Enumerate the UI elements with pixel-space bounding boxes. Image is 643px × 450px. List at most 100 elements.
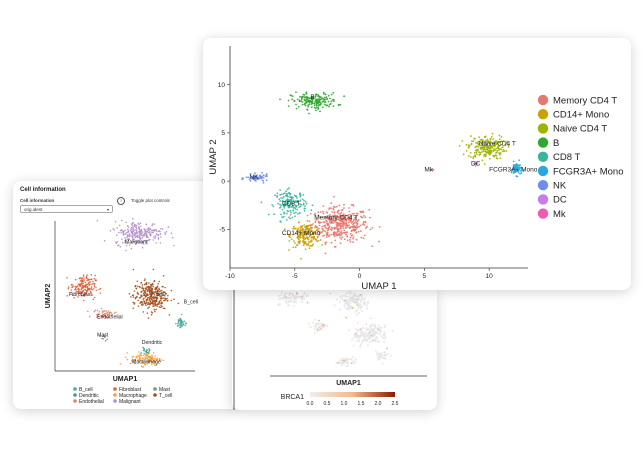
data-point [74, 289, 76, 291]
help-icon[interactable]: ? [117, 197, 125, 205]
data-point [332, 209, 335, 211]
chevron-down-icon: ▾ [106, 207, 109, 212]
data-point [179, 323, 181, 326]
y-tick-label: 10 [218, 82, 226, 89]
data-point [147, 303, 149, 306]
data-point [167, 226, 170, 228]
data-point [135, 227, 138, 230]
data-point [477, 146, 480, 148]
data-point [138, 240, 141, 242]
data-point [347, 291, 350, 294]
data-point [288, 292, 291, 295]
data-point [293, 295, 296, 298]
data-point [136, 285, 139, 288]
data-point [137, 242, 140, 244]
data-point [285, 297, 288, 300]
data-point [514, 170, 516, 173]
data-point [302, 203, 305, 206]
data-point [384, 335, 387, 338]
data-point [322, 210, 324, 213]
data-point [384, 324, 387, 327]
data-point [366, 302, 369, 305]
data-point [84, 288, 86, 291]
data-point [346, 235, 349, 237]
data-point [486, 138, 489, 141]
data-point [308, 103, 311, 106]
data-point [347, 307, 350, 310]
data-point [147, 236, 149, 239]
data-point [126, 225, 129, 227]
data-point [147, 360, 149, 362]
data-point [100, 314, 102, 317]
panel-title: Cell information [20, 187, 66, 193]
data-point [306, 236, 308, 238]
data-point [317, 94, 320, 97]
data-point [344, 361, 347, 364]
data-point [137, 241, 139, 243]
data-point [333, 231, 336, 234]
data-point [175, 322, 177, 325]
data-point [94, 279, 96, 281]
data-point [134, 297, 137, 300]
data-point [86, 289, 88, 292]
data-point [276, 195, 278, 197]
data-point [149, 227, 151, 230]
data-point [112, 228, 114, 230]
data-point [343, 294, 346, 297]
legend-entry: Memory CD4 T [553, 95, 617, 106]
data-point [151, 293, 154, 295]
data-point [137, 222, 139, 225]
data-point [106, 338, 108, 341]
data-point [148, 348, 150, 350]
data-point [147, 286, 149, 289]
data-point [352, 236, 355, 238]
data-point [493, 155, 495, 158]
data-point [329, 102, 332, 105]
data-point [143, 352, 145, 355]
data-point [320, 231, 323, 234]
data-point [296, 98, 299, 101]
data-point [379, 333, 381, 336]
toggle-plot-controls-button[interactable]: Toggle plot controls [131, 198, 170, 203]
data-point [488, 145, 491, 147]
data-point [119, 246, 122, 248]
data-point [153, 291, 156, 293]
data-point [312, 96, 314, 98]
data-point [149, 356, 152, 359]
data-point [150, 293, 152, 295]
data-point [279, 193, 281, 196]
data-point [356, 336, 359, 339]
data-point [364, 335, 367, 338]
data-point [315, 106, 318, 109]
data-point [347, 303, 350, 306]
data-point [503, 150, 506, 153]
cluster-label: B [310, 94, 314, 101]
data-point [313, 106, 316, 109]
data-point [352, 241, 354, 244]
data-point [470, 156, 472, 158]
data-point [494, 154, 497, 157]
data-point [146, 230, 149, 233]
data-point [154, 294, 156, 296]
data-point [290, 201, 293, 203]
data-point [352, 299, 355, 302]
data-point [281, 197, 284, 199]
data-point [261, 171, 263, 174]
data-point [307, 238, 310, 241]
data-point [355, 212, 358, 215]
data-point [150, 356, 153, 359]
cell-info-select[interactable]: orig.ident ▾ [20, 205, 113, 213]
data-point [304, 292, 306, 295]
data-point [105, 310, 107, 312]
data-point [337, 222, 339, 225]
data-point [279, 189, 281, 191]
data-point [289, 236, 292, 239]
data-point [342, 299, 345, 302]
data-point [358, 303, 361, 305]
data-point [306, 214, 309, 217]
data-point [144, 283, 147, 285]
x-axis-label: UMAP1 [113, 376, 138, 383]
data-point [143, 354, 145, 357]
data-point [290, 198, 293, 201]
data-point [145, 349, 148, 351]
